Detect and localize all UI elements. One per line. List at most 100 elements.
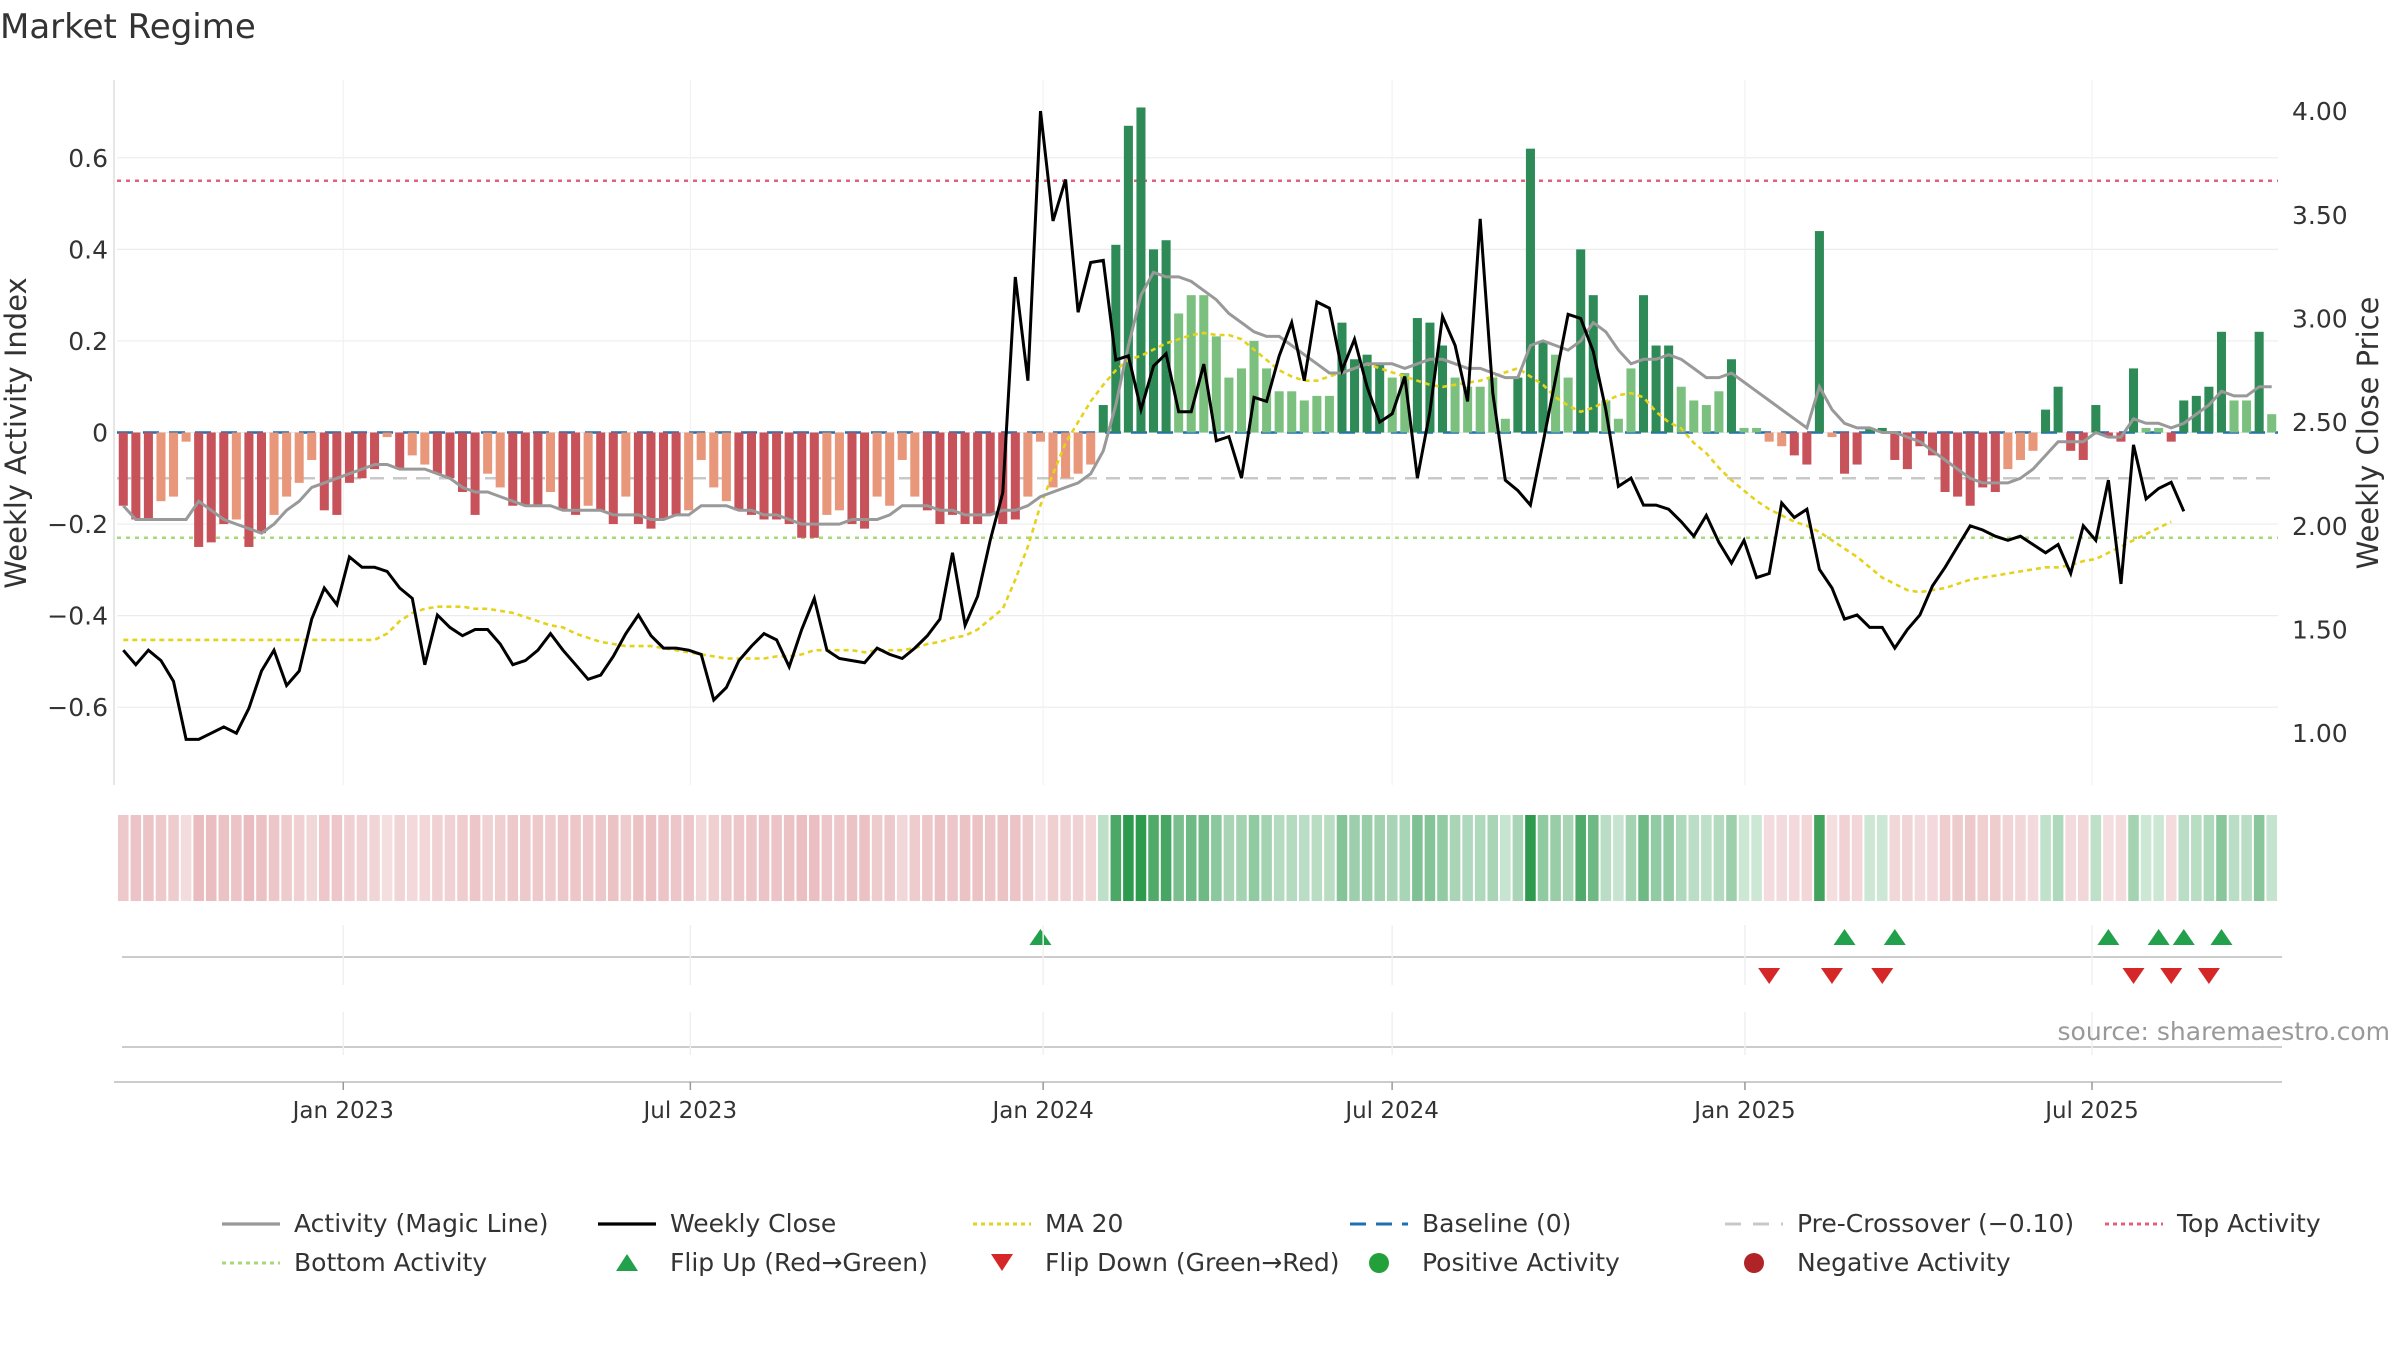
y-tick-label: 0 <box>92 419 108 448</box>
activity-bar <box>1136 107 1146 433</box>
activity-bar <box>520 432 530 506</box>
regime-strip-cell <box>1010 815 1021 901</box>
flip-up-marker <box>1883 929 1906 945</box>
activity-bar <box>118 432 128 506</box>
activity-bar <box>1890 432 1900 460</box>
legend-item: Flip Up (Red→Green) <box>616 1248 928 1277</box>
flip-markers <box>122 929 2282 984</box>
regime-strip-cell <box>319 815 330 901</box>
activity-bar <box>1927 432 1938 456</box>
activity-bar <box>1425 322 1435 433</box>
regime-strip-cell <box>2228 815 2240 901</box>
regime-strip-cell <box>444 815 456 901</box>
regime-strip-cell <box>2002 815 2014 901</box>
activity-bar <box>1463 386 1473 433</box>
x-tick-label: Jul 2023 <box>642 1098 738 1124</box>
regime-strip-cell <box>1801 815 1813 901</box>
activity-bar <box>860 432 870 529</box>
activity-bar <box>985 432 995 515</box>
activity-bar <box>1513 377 1523 433</box>
regime-strip-cell <box>1990 815 2001 901</box>
activity-bar <box>646 432 656 529</box>
activity-bar <box>1902 432 1912 470</box>
regime-strip-cell <box>494 815 506 901</box>
regime-strip-cell <box>231 815 242 901</box>
activity-bar <box>1588 295 1598 433</box>
activity-bar <box>1739 427 1749 433</box>
regime-strip-cell <box>1914 815 1926 901</box>
regime-strip-cell <box>1964 815 1976 901</box>
regime-strip-cell <box>695 815 707 901</box>
activity-bar <box>1073 432 1083 474</box>
flip-down-marker <box>2122 968 2145 984</box>
regime-strip-cell <box>1525 815 1536 901</box>
regime-strip-cell <box>2103 815 2114 901</box>
activity-bar <box>1789 432 1799 456</box>
activity-bar <box>483 432 493 474</box>
regime-strip-cell <box>984 815 996 901</box>
activity-bar <box>1877 427 1887 433</box>
legend-item: Bottom Activity <box>222 1248 487 1277</box>
activity-bar <box>1274 391 1284 433</box>
activity-bar <box>319 432 329 511</box>
regime-strip-cell <box>1776 815 1788 901</box>
regime-strip-cell <box>821 815 833 901</box>
activity-bar <box>1111 244 1121 433</box>
activity-bar <box>370 432 380 470</box>
activity-bar <box>847 432 857 525</box>
regime-strip-cell <box>1324 815 1335 901</box>
activity-bar <box>1412 318 1422 433</box>
activity-bar <box>219 432 229 525</box>
legend-item: Flip Down (Green→Red) <box>991 1248 1340 1277</box>
activity-bar <box>169 432 179 497</box>
regime-strip-cell <box>344 815 355 901</box>
activity-bar <box>1953 432 1963 497</box>
regime-strip-cell <box>922 815 933 901</box>
activity-bar <box>2179 400 2189 433</box>
activity-bar <box>1990 432 2000 493</box>
regime-strip-cell <box>293 815 305 901</box>
regime-strip-cell <box>180 815 192 901</box>
activity-bar <box>1551 354 1561 433</box>
activity-bar <box>382 432 392 438</box>
regime-strip-cell <box>1097 815 1109 901</box>
regime-strip-cell <box>545 815 556 901</box>
flip-up-marker <box>1029 929 1052 945</box>
y2-axis-label: Weekly Close Price <box>2351 297 2385 570</box>
regime-strip-cell <box>1751 815 1762 901</box>
activity-bars <box>118 107 2277 547</box>
activity-bar <box>1123 125 1133 433</box>
activity-bar <box>772 432 782 520</box>
regime-strip-cell <box>947 815 958 901</box>
activity-bar <box>1400 372 1410 433</box>
y2-tick-label: 2.50 <box>2292 408 2348 437</box>
regime-strip-cell <box>507 815 519 901</box>
regime-strip-cell <box>1299 815 1310 901</box>
activity-bar <box>1362 354 1372 433</box>
regime-strip-cell <box>1638 815 1649 901</box>
activity-bar <box>181 432 191 442</box>
activity-bar <box>935 432 945 525</box>
regime-strip-cell <box>1110 815 1122 901</box>
activity-bar <box>269 432 279 515</box>
activity-bar <box>684 432 694 511</box>
regime-strip-cell <box>1952 815 1963 901</box>
regime-strip-cell <box>457 815 468 901</box>
activity-bar <box>1161 240 1171 433</box>
regime-strip-cell <box>758 815 770 901</box>
flip-up-marker <box>1833 929 1856 945</box>
activity-bar <box>1375 363 1385 433</box>
regime-strip-cell <box>432 815 443 901</box>
regime-strip-cell <box>2115 815 2127 901</box>
activity-bar <box>2166 432 2176 442</box>
activity-bar <box>1224 377 1234 433</box>
activity-bar <box>1638 295 1649 433</box>
x-tick-label: Jul 2024 <box>1343 1098 1439 1124</box>
activity-bar <box>2229 400 2239 433</box>
regime-strip-cell <box>934 815 946 901</box>
activity-bar <box>1840 432 1850 474</box>
flip-up-marker <box>2097 929 2120 945</box>
activity-bar <box>294 432 304 483</box>
activity-bar <box>131 432 141 520</box>
